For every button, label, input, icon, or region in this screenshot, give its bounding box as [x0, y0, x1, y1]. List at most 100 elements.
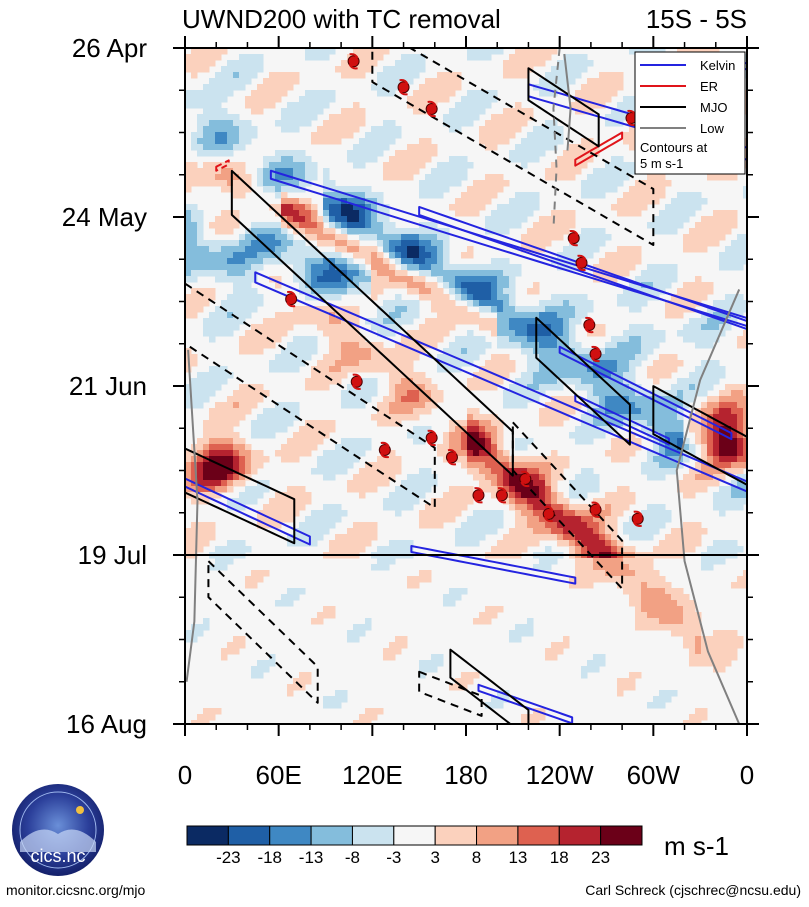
field-cell [593, 384, 600, 391]
field-cell [257, 324, 264, 331]
field-cell [383, 234, 390, 241]
field-cell [293, 594, 300, 601]
field-cell [731, 648, 738, 655]
field-cell [245, 486, 252, 493]
field-cell [713, 222, 720, 229]
field-cell [647, 618, 654, 625]
field-cell [479, 414, 486, 421]
field-cell [317, 618, 324, 625]
field-cell [629, 600, 636, 607]
field-cell [233, 312, 240, 319]
field-cell [707, 330, 714, 337]
field-cell [563, 252, 570, 259]
field-cell [371, 150, 378, 157]
field-cell [245, 246, 252, 253]
field-cell [203, 330, 210, 337]
field-cell [299, 198, 306, 205]
field-cell [335, 186, 342, 193]
field-cell [371, 126, 378, 133]
field-cell [227, 414, 234, 421]
field-cell [533, 306, 540, 313]
field-cell [185, 534, 192, 541]
field-cell [269, 336, 276, 343]
field-cell [323, 330, 330, 337]
field-cell [203, 132, 210, 139]
field-cell [239, 312, 246, 319]
field-cell [551, 318, 558, 325]
field-cell [485, 186, 492, 193]
field-cell [347, 264, 354, 271]
field-cell [401, 66, 408, 73]
field-cell [689, 600, 696, 607]
field-cell [647, 348, 654, 355]
field-cell [317, 240, 324, 247]
field-cell [437, 96, 444, 103]
field-cell [215, 426, 222, 433]
field-cell [683, 438, 690, 445]
field-cell [491, 330, 498, 337]
field-cell [323, 210, 330, 217]
field-cell [263, 660, 270, 667]
field-cell [647, 510, 654, 517]
field-cell [209, 474, 216, 481]
field-cell [317, 516, 324, 523]
field-cell [425, 384, 432, 391]
field-cell [233, 72, 240, 79]
field-cell [299, 336, 306, 343]
field-cell [707, 384, 714, 391]
field-cell [353, 270, 360, 277]
field-cell [287, 180, 294, 187]
field-cell [563, 156, 570, 163]
field-cell [425, 378, 432, 385]
field-cell [647, 516, 654, 523]
field-cell [629, 330, 636, 337]
field-cell [479, 108, 486, 115]
field-cell [605, 510, 612, 517]
field-cell [371, 276, 378, 283]
field-cell [251, 426, 258, 433]
field-cell [485, 456, 492, 463]
field-cell [425, 318, 432, 325]
field-cell [443, 516, 450, 523]
field-cell [503, 276, 510, 283]
field-cell [395, 240, 402, 247]
field-cell [281, 204, 288, 211]
field-cell [245, 450, 252, 457]
field-cell [503, 270, 510, 277]
field-cell [521, 306, 528, 313]
field-cell [563, 516, 570, 523]
field-cell [491, 306, 498, 313]
field-cell [539, 78, 546, 85]
field-cell [491, 216, 498, 223]
field-cell [413, 396, 420, 403]
field-cell [239, 144, 246, 151]
field-cell [725, 456, 732, 463]
field-cell [299, 258, 306, 265]
field-cell [563, 528, 570, 535]
field-cell [299, 312, 306, 319]
field-cell [569, 366, 576, 373]
field-cell [617, 156, 624, 163]
field-cell [371, 138, 378, 145]
field-cell [215, 366, 222, 373]
field-cell [539, 222, 546, 229]
field-cell [467, 96, 474, 103]
field-cell [377, 240, 384, 247]
field-cell [581, 426, 588, 433]
field-cell [425, 330, 432, 337]
field-cell [239, 444, 246, 451]
field-cell [389, 450, 396, 457]
field-cell [635, 354, 642, 361]
field-cell [239, 480, 246, 487]
field-cell [437, 84, 444, 91]
field-cell [557, 306, 564, 313]
field-cell [581, 180, 588, 187]
field-cell [635, 276, 642, 283]
field-cell [533, 366, 540, 373]
field-cell [587, 480, 594, 487]
field-cell [203, 240, 210, 247]
field-cell [251, 300, 258, 307]
field-cell [377, 288, 384, 295]
field-cell [611, 180, 618, 187]
field-cell [719, 252, 726, 259]
